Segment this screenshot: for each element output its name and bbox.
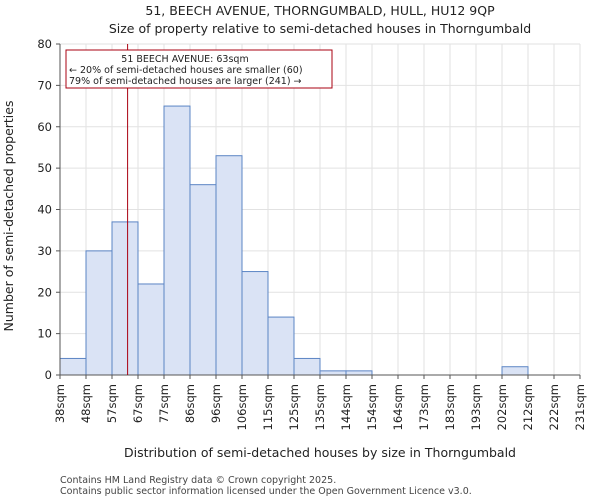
- x-tick-label-154sqm: 154sqm: [365, 384, 379, 430]
- annotation-frame: [65, 49, 333, 89]
- bar-125sqm: [293, 357, 321, 376]
- x-tick-label-86sqm: 86sqm: [183, 384, 197, 423]
- bar-77sqm: [163, 105, 191, 376]
- x-tick-label-115sqm: 115sqm: [261, 384, 275, 430]
- x-axis-label: Distribution of semi-detached houses by …: [124, 445, 516, 460]
- y-tick-label-30: 30: [37, 244, 52, 258]
- bar-96sqm: [215, 155, 243, 376]
- chart-title-line1: 51, BEECH AVENUE, THORNGUMBALD, HULL, HU…: [145, 3, 495, 18]
- y-tick-label-40: 40: [37, 203, 52, 217]
- chart-title-line2: Size of property relative to semi-detach…: [109, 21, 531, 36]
- y-tick-label-80: 80: [37, 37, 52, 51]
- x-tick-label-38sqm: 38sqm: [53, 384, 67, 423]
- y-tick-label-70: 70: [37, 78, 52, 92]
- x-tick-label-96sqm: 96sqm: [209, 384, 223, 423]
- y-tick-label-50: 50: [37, 161, 52, 175]
- bar-48sqm: [85, 250, 113, 376]
- bar-57sqm: [111, 221, 139, 376]
- x-tick-label-67sqm: 67sqm: [131, 384, 145, 423]
- bar-135sqm: [319, 370, 347, 376]
- footer-line1: Contains HM Land Registry data © Crown c…: [60, 475, 336, 486]
- y-tick-label-60: 60: [37, 120, 52, 134]
- bar-115sqm: [267, 316, 295, 376]
- x-tick-label-183sqm: 183sqm: [443, 384, 457, 430]
- x-tick-label-106sqm: 106sqm: [235, 384, 249, 430]
- x-tick-labels: 38sqm 48sqm 57sqm 67sqm 77sqm 86sqm 96sqm 106sq…: [53, 375, 587, 430]
- bar-38sqm: [59, 357, 87, 376]
- y-axis-label: Number of semi-detached properties: [1, 101, 16, 332]
- bar-106sqm: [241, 271, 269, 376]
- annotation-line2: ← 20% of semi-detached houses are smalle…: [69, 65, 303, 76]
- y-tick-label-20: 20: [37, 285, 52, 299]
- annotation-line1: 51 BEECH AVENUE: 63sqm: [121, 54, 248, 65]
- bars: [59, 105, 529, 376]
- bar-86sqm: [189, 184, 217, 376]
- x-tick-label-125sqm: 125sqm: [287, 384, 301, 430]
- x-tick-label-48sqm: 48sqm: [79, 384, 93, 423]
- bar-144sqm: [345, 370, 373, 376]
- y-tick-label-10: 10: [37, 327, 52, 341]
- x-tick-label-193sqm: 193sqm: [469, 384, 483, 430]
- footer-line2: Contains public sector information licen…: [60, 486, 472, 497]
- x-tick-label-164sqm: 164sqm: [391, 384, 405, 430]
- x-tick-label-202sqm: 202sqm: [495, 384, 509, 430]
- annotation-box: 51 BEECH AVENUE: 63sqm ← 20% of semi-det…: [65, 49, 333, 89]
- bar-67sqm: [137, 283, 165, 376]
- x-tick-label-77sqm: 77sqm: [157, 384, 171, 423]
- x-tick-label-57sqm: 57sqm: [105, 384, 119, 423]
- x-tick-label-135sqm: 135sqm: [313, 384, 327, 430]
- annotation-line3: 79% of semi-detached houses are larger (…: [69, 76, 302, 87]
- bar-202sqm: [501, 366, 529, 376]
- x-tick-label-231sqm: 231sqm: [573, 384, 587, 430]
- y-tick-labels: 0 10 20 30 40 50 60 70 80: [37, 37, 60, 382]
- x-tick-label-144sqm: 144sqm: [339, 384, 353, 430]
- y-tick-label-0: 0: [45, 368, 52, 382]
- x-tick-label-222sqm: 222sqm: [547, 384, 561, 430]
- x-tick-label-212sqm: 212sqm: [521, 384, 535, 430]
- x-tick-label-173sqm: 173sqm: [417, 384, 431, 430]
